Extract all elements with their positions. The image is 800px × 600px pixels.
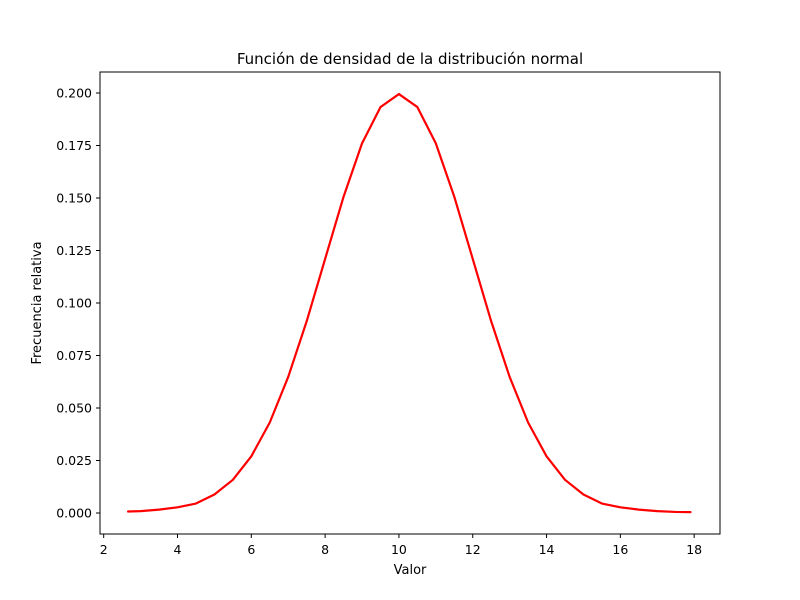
y-tick-label: 0.100 — [56, 296, 92, 311]
x-tick-label: 18 — [686, 542, 702, 557]
y-tick-label: 0.050 — [56, 401, 92, 416]
y-tick-label: 0.075 — [56, 348, 92, 363]
x-tick-label: 4 — [174, 542, 182, 557]
x-tick-label: 14 — [539, 542, 555, 557]
x-tick-label: 6 — [247, 542, 255, 557]
x-axis-label: Valor — [394, 563, 427, 578]
y-tick-label: 0.150 — [56, 191, 92, 206]
y-tick-label: 0.175 — [56, 138, 92, 153]
y-tick-label: 0.125 — [56, 243, 92, 258]
chart-title: Función de densidad de la distribución n… — [237, 50, 583, 68]
y-tick-label: 0.200 — [56, 86, 92, 101]
plot-area-frame — [99, 71, 721, 535]
x-tick-label: 8 — [321, 542, 329, 557]
y-tick-label: 0.000 — [56, 506, 92, 521]
x-tick-label: 12 — [465, 542, 481, 557]
x-axis-ticks: 2 4 6 8 10 12 14 16 18 — [100, 534, 702, 557]
y-axis-ticks: 0.000 0.025 0.050 0.075 0.100 0.125 0.150 0.175… — [56, 86, 100, 521]
series-line-density — [126, 92, 692, 514]
y-axis-label: Frecuencia relativa — [30, 241, 45, 364]
x-tick-label: 16 — [612, 542, 628, 557]
x-tick-label: 2 — [100, 542, 108, 557]
y-tick-label: 0.025 — [56, 453, 92, 468]
x-tick-label: 10 — [391, 542, 407, 557]
